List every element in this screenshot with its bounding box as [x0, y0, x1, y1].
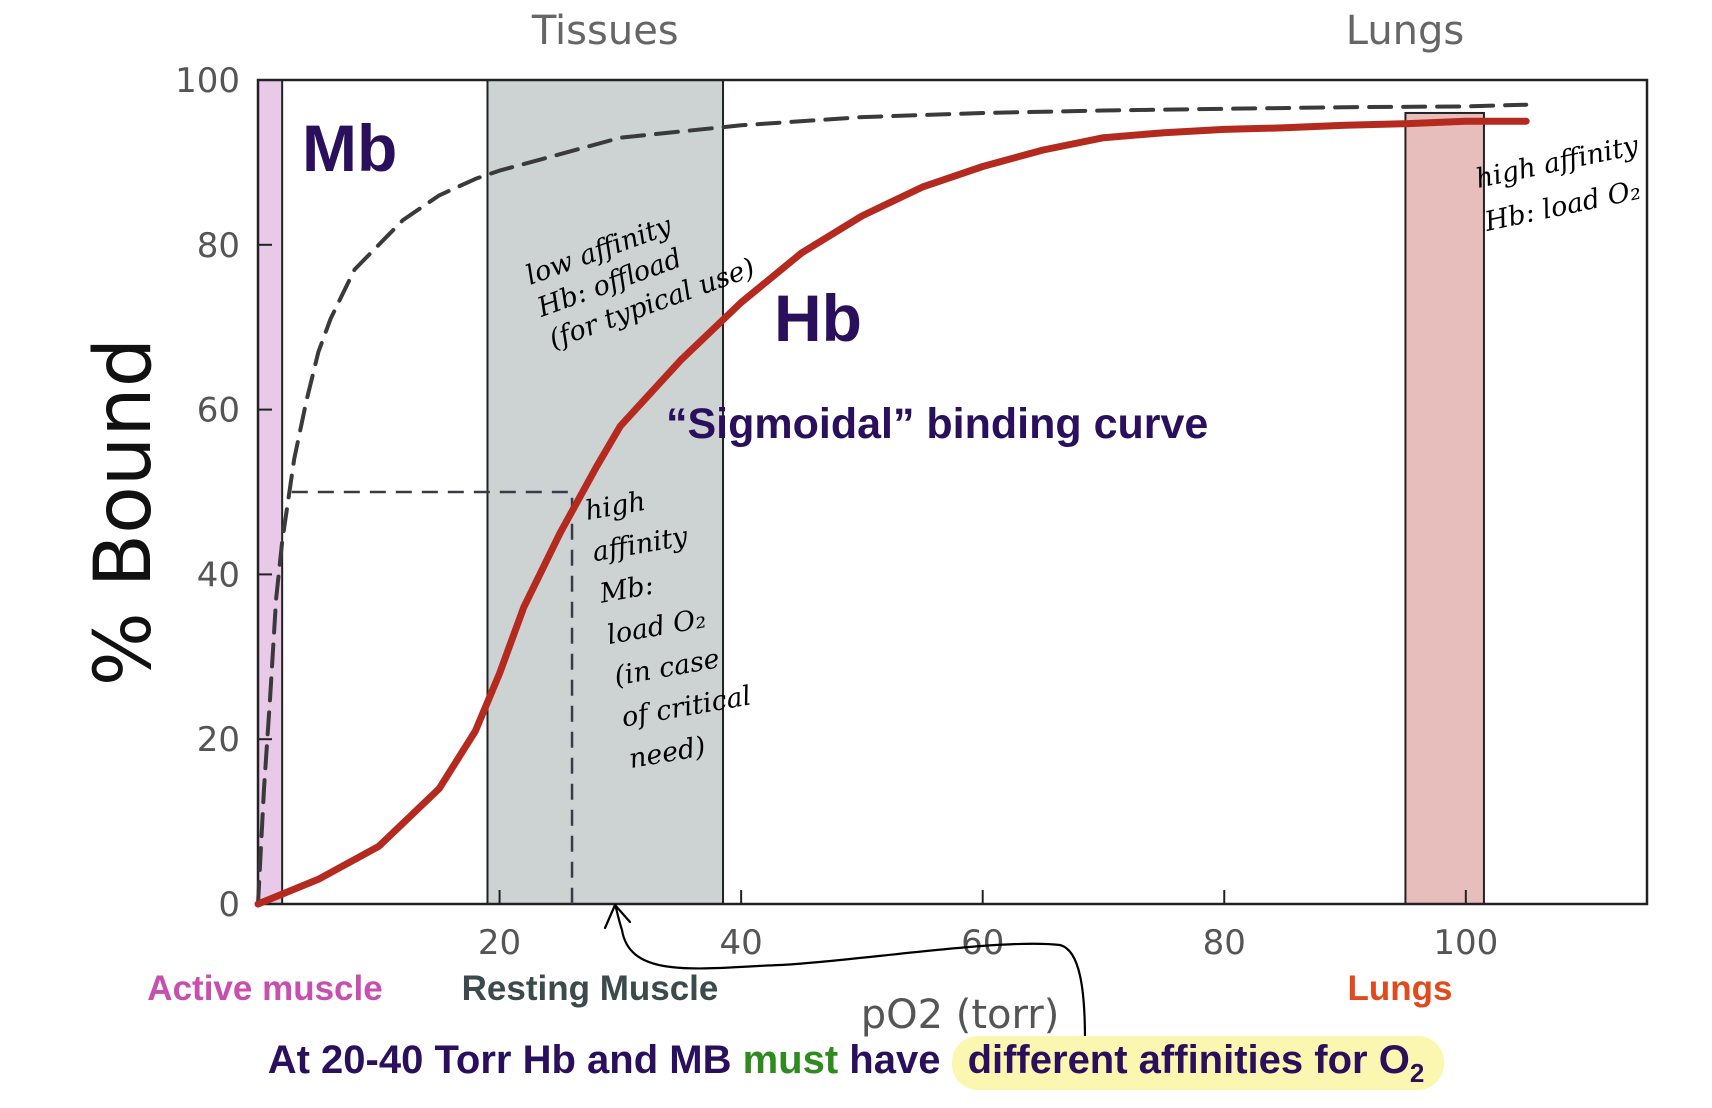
x-axis-label: pO2 (torr) — [861, 992, 1060, 1038]
oxygen-binding-chart: 0 20 40 60 80 100 20 40 60 80 100 % Bound pO2 (torr)… — [79, 8, 1649, 1040]
region-lungs — [1404, 111, 1485, 905]
y-tick-label-80: 80 — [197, 226, 240, 266]
caption-part2: have — [838, 1038, 952, 1082]
x-tick-label-80: 80 — [1203, 923, 1246, 963]
caption-highlight-text: different affinities for O — [967, 1038, 1410, 1082]
x-tick-label-40: 40 — [719, 923, 762, 963]
regions-layer — [257, 79, 1485, 905]
y-axis-label: % Bound — [79, 338, 169, 687]
top-label-tissues: Tissues — [531, 8, 679, 54]
y-tick-label-40: 40 — [197, 555, 240, 595]
x-tick-label-60: 60 — [961, 923, 1004, 963]
axes-layer: 0 20 40 60 80 100 20 40 60 80 100 % Bound pO2 (torr) — [79, 61, 1498, 1038]
curves-layer — [254, 102, 1530, 908]
caption: At 20-40 Torr Hb and MB must have differ… — [0, 1036, 1712, 1090]
bottom-label-resting-muscle: Resting Muscle — [462, 969, 719, 1008]
caption-part1: At 20-40 Torr Hb and MB — [267, 1038, 743, 1082]
curve-hb — [254, 117, 1530, 908]
curve-mb — [256, 102, 1529, 906]
x-tick-label-100: 100 — [1433, 923, 1498, 963]
label-sigmoidal: “Sigmoidal” binding curve — [666, 400, 1208, 448]
caption-highlight: different affinities for O2 — [951, 1036, 1445, 1090]
y-tick-label-100: 100 — [175, 61, 240, 101]
y-tick-label-0: 0 — [218, 885, 240, 925]
top-label-lungs: Lungs — [1346, 8, 1465, 54]
y-tick-label-60: 60 — [197, 391, 240, 431]
y-tick-label-20: 20 — [197, 720, 240, 760]
caption-must: must — [742, 1038, 839, 1082]
hand-arrow — [613, 903, 1087, 1040]
hand-arrow-head — [603, 903, 632, 930]
label-mb: Mb — [302, 111, 397, 185]
region-active-muscle — [257, 79, 284, 905]
half-saturation-guide — [291, 490, 574, 904]
caption-subscript: 2 — [1409, 1058, 1425, 1088]
bottom-label-lungs: Lungs — [1348, 969, 1453, 1008]
bottom-label-active-muscle: Active muscle — [147, 969, 382, 1008]
label-hb: Hb — [774, 281, 862, 355]
plot-frame — [256, 78, 1649, 906]
x-tick-label-20: 20 — [478, 923, 521, 963]
